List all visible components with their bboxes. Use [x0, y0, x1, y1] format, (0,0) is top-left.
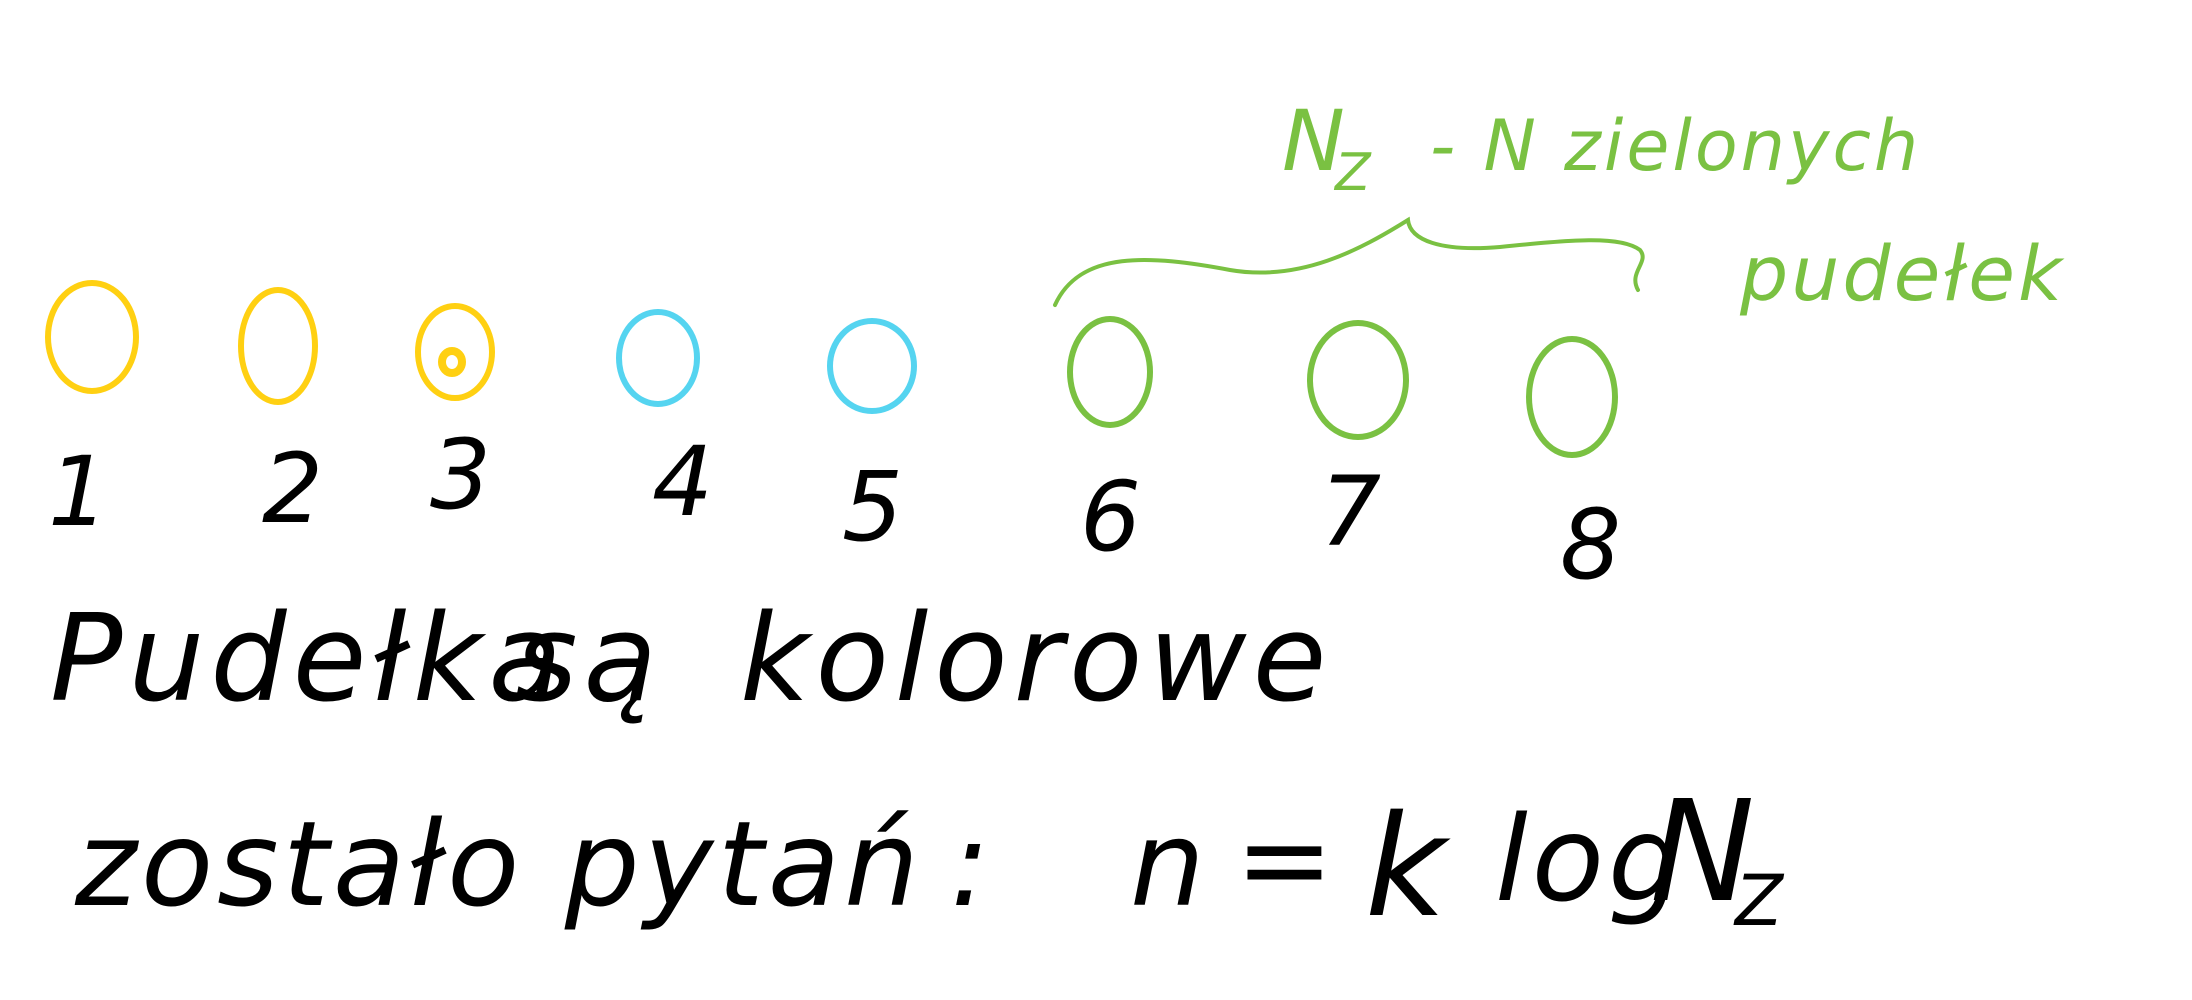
formula-k: k: [1365, 786, 1451, 949]
question-count-line: zostało pytań : n = k log N Z: [74, 771, 1785, 949]
box-7-number: 7: [1320, 456, 1381, 568]
box-6-number: 6: [1080, 461, 1141, 573]
box-6-circle: [1067, 316, 1153, 428]
box-numbers: 1 2 3 4 5 6 7 8: [48, 419, 1621, 601]
box-4-number: 4: [652, 426, 713, 538]
formula-variable-n: n: [1130, 795, 1209, 933]
green-note-text-line1: - N zielonych: [1430, 105, 1921, 187]
box-8-number: 8: [1560, 489, 1621, 601]
statement-word-kolorowe: kolorowe: [740, 590, 1332, 729]
box-3-mark: [438, 347, 466, 377]
question-colon: :: [950, 795, 994, 933]
formula-log: log: [1495, 790, 1687, 928]
box-5-number: 5: [842, 451, 903, 563]
box-1-circle: [45, 280, 139, 394]
box-3-number: 3: [430, 419, 491, 531]
box-row: [45, 280, 1618, 458]
statement-word-pudelka: Pudełka: [50, 590, 568, 729]
green-note-subscript-z: Z: [1333, 143, 1372, 203]
green-note: N Z - N zielonych pudełek: [1053, 92, 2065, 318]
formula-subscript-z: Z: [1733, 860, 1785, 942]
box-2-number: 2: [262, 433, 323, 545]
green-brace: [1053, 216, 1645, 307]
formula-equals: =: [1235, 790, 1338, 928]
box-4-circle: [616, 309, 700, 407]
question-label: zostało pytań: [74, 795, 923, 933]
statement-line: Pudełka są kolorowe: [50, 590, 1332, 729]
box-7-circle: [1307, 320, 1409, 440]
box-3-circle: [415, 303, 495, 401]
box-2-circle: [238, 287, 318, 405]
green-note-text-line2: pudełek: [1739, 229, 2065, 318]
box-5-circle: [827, 318, 917, 414]
box-8-circle: [1526, 336, 1618, 458]
statement-word-sa: są: [515, 590, 663, 729]
green-note-symbol-n: N: [1282, 92, 1348, 190]
formula-N: N: [1650, 771, 1759, 934]
box-1-number: 1: [48, 436, 109, 548]
